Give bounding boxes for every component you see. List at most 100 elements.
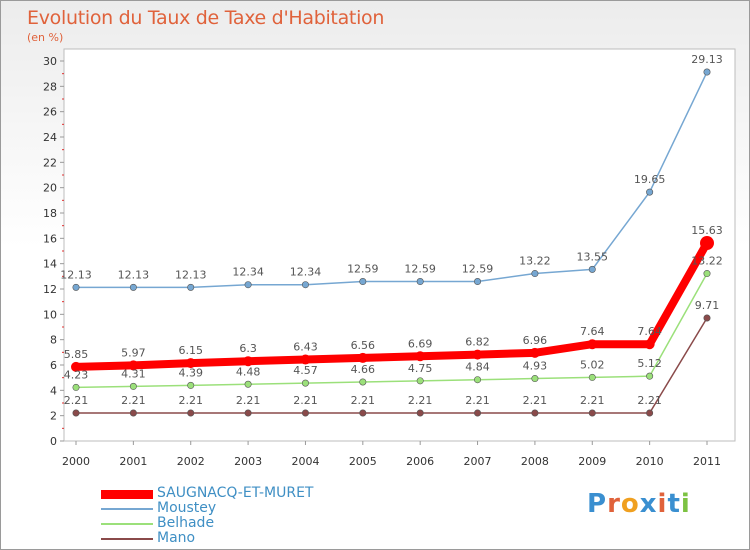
chart-subtitle: (en %) [27, 31, 64, 44]
data-point [700, 236, 714, 251]
x-tick-label: 2010 [636, 455, 664, 468]
data-label: 12.13 [175, 268, 207, 281]
series-line [75, 71, 708, 289]
data-label: 6.56 [351, 339, 376, 352]
data-label: 2.21 [178, 394, 203, 407]
y-tick-label: 18 [43, 207, 57, 220]
data-label: 12.59 [347, 263, 379, 276]
data-point [357, 352, 368, 363]
data-point [244, 380, 252, 388]
data-label: 2.21 [637, 394, 662, 407]
data-point [416, 377, 424, 385]
logo-letter: i [680, 489, 691, 519]
data-point [646, 372, 654, 380]
data-label: 2.21 [121, 394, 146, 407]
data-point [587, 339, 598, 350]
data-label: 5.02 [580, 358, 605, 371]
logo-letter: t [667, 489, 681, 519]
data-point [646, 188, 654, 196]
x-tick-label: 2000 [62, 455, 90, 468]
data-point [244, 409, 252, 417]
data-point [703, 68, 711, 76]
legend-label: Belhade [157, 515, 215, 531]
data-point [531, 409, 539, 417]
data-point [415, 351, 426, 362]
data-label: 2.21 [580, 394, 605, 407]
logo-letter: r [607, 489, 621, 519]
data-point [359, 378, 367, 386]
data-point [529, 347, 540, 358]
legend-label: SAUGNACQ-ET-MURET [157, 485, 314, 501]
data-point [703, 314, 711, 322]
data-point [474, 278, 482, 286]
y-tick-label: 0 [50, 435, 57, 448]
y-tick-label: 26 [43, 106, 57, 119]
y-tick-label: 6 [50, 359, 57, 372]
x-tick-label: 2009 [578, 455, 606, 468]
data-point [531, 270, 539, 278]
data-label: 4.66 [351, 363, 376, 376]
data-point [359, 278, 367, 286]
data-point [187, 381, 195, 389]
logo-letter: o [620, 489, 640, 519]
data-point [474, 376, 482, 384]
data-point [185, 358, 196, 369]
data-label: 5.97 [121, 346, 146, 359]
data-label: 13.55 [577, 250, 609, 263]
data-label: 4.84 [465, 361, 490, 374]
data-point [588, 265, 596, 273]
data-point [416, 278, 424, 286]
data-label: 7.64 [637, 325, 662, 338]
legend-swatch [101, 523, 153, 525]
proxiti-logo: Proxiti [587, 489, 691, 519]
data-label: 4.48 [236, 365, 261, 378]
data-label: 6.82 [465, 336, 490, 349]
y-tick-label: 22 [43, 156, 57, 169]
legend-swatch [101, 508, 153, 510]
data-label: 2.21 [351, 394, 376, 407]
data-label: 12.13 [118, 268, 150, 281]
chart-title: Evolution du Taux de Taxe d'Habitation [27, 7, 385, 29]
data-point [416, 409, 424, 417]
data-point [129, 409, 137, 417]
y-tick-label: 8 [50, 334, 57, 347]
data-label: 2.21 [293, 394, 318, 407]
data-label: 2.21 [408, 394, 433, 407]
y-tick-label: 30 [43, 55, 57, 68]
data-label: 12.59 [462, 263, 494, 276]
y-tick-label: 12 [43, 283, 57, 296]
data-label: 12.34 [290, 266, 322, 279]
y-tick-label: 20 [43, 182, 57, 195]
data-label: 13.22 [519, 255, 551, 268]
data-label: 2.21 [236, 394, 261, 407]
x-tick-label: 2004 [291, 455, 319, 468]
x-tick-label: 2002 [177, 455, 205, 468]
data-label: 2.21 [523, 394, 548, 407]
logo-letter: x [639, 489, 658, 519]
x-tick-label: 2011 [693, 455, 721, 468]
data-label: 6.15 [178, 344, 203, 357]
x-tick-label: 2003 [234, 455, 262, 468]
data-label: 4.75 [408, 362, 433, 375]
x-tick-label: 2007 [464, 455, 492, 468]
data-label: 5.12 [637, 357, 662, 370]
data-point [300, 354, 311, 365]
data-point [72, 409, 80, 417]
legend-swatch [101, 538, 153, 540]
data-point [72, 283, 80, 291]
data-point [128, 360, 139, 371]
data-point [129, 382, 137, 390]
data-label: 4.23 [64, 368, 89, 381]
data-label: 29.13 [691, 53, 723, 66]
x-tick-label: 2001 [119, 455, 147, 468]
data-point [474, 409, 482, 417]
data-point [646, 409, 654, 417]
data-point [301, 379, 309, 387]
data-label: 6.3 [239, 342, 257, 355]
y-tick-label: 2 [50, 410, 57, 423]
y-tick-label: 24 [43, 131, 57, 144]
data-point [187, 409, 195, 417]
data-point [187, 283, 195, 291]
legend-label: Mano [157, 530, 196, 546]
